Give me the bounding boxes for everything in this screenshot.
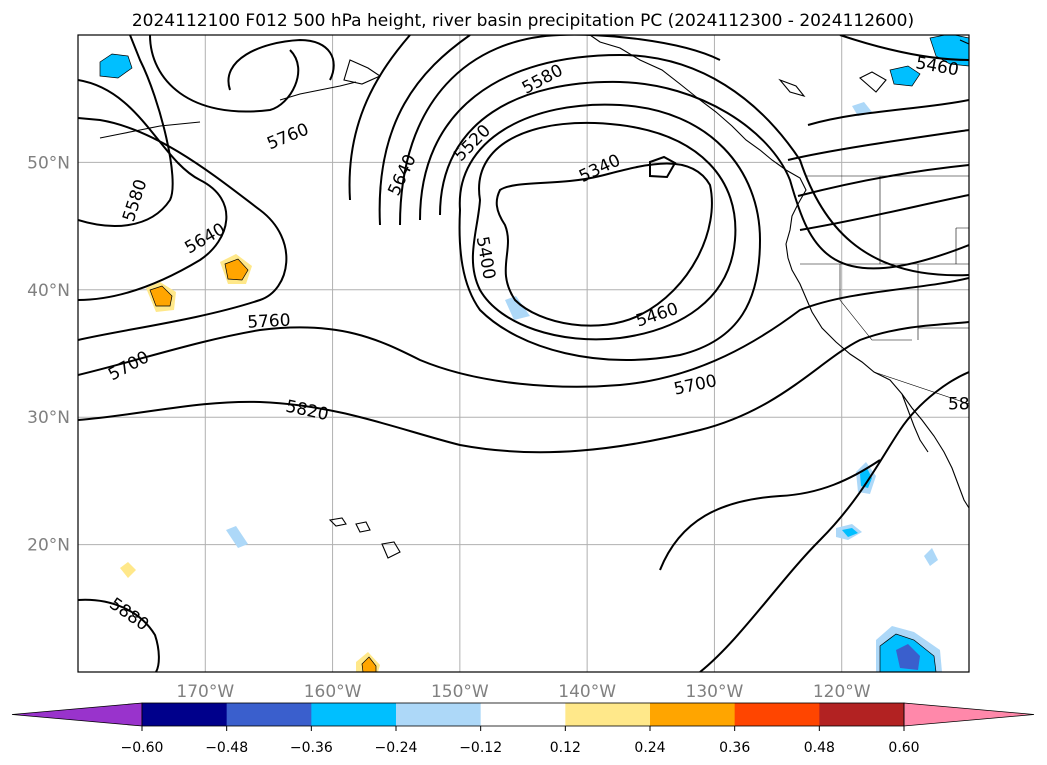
contour-line (149, 35, 300, 113)
contour-line (78, 321, 969, 454)
colorbar-tick-label: −0.24 (375, 740, 418, 756)
contour-line (799, 194, 969, 231)
colorbar-tick-label: −0.48 (205, 740, 248, 756)
map-frame (77, 34, 970, 673)
contour-line (439, 80, 969, 270)
latitude-tick-labels: 50°N 40°N 30°N 20°N (27, 153, 70, 555)
colorbar-tick-label: −0.36 (290, 740, 333, 756)
colorbar-bin (734, 703, 820, 726)
contour-line (348, 35, 411, 201)
lon-tick-label: 170°W (176, 682, 234, 702)
colorbar-tick-label: 0.12 (550, 740, 581, 756)
colorbar-bin (226, 703, 312, 726)
contour-label: 5760 (264, 120, 312, 155)
colorbar-bin (650, 703, 736, 726)
colorbar-frame (141, 702, 905, 727)
precip-patch (505, 296, 530, 320)
contour-label: 5700 (105, 347, 153, 385)
contour-label: 5760 (247, 311, 291, 333)
contour-line (787, 129, 969, 161)
contour-label: 5700 (672, 371, 718, 400)
coastlines (99, 35, 969, 559)
precip-patch (226, 526, 248, 548)
contour-line (471, 121, 737, 341)
lat-tick-label: 20°N (27, 536, 70, 556)
contour-label: 5880 (105, 594, 152, 635)
contour-label: 5640 (384, 151, 420, 199)
contour-line (495, 162, 713, 327)
precip-patch (842, 528, 858, 537)
colorbar-extend-low (11, 702, 143, 727)
lon-tick-label: 120°W (813, 682, 871, 702)
contour-line (399, 35, 721, 226)
lon-tick-label: 140°W (558, 682, 616, 702)
contour-label: 5460 (633, 299, 680, 331)
height-contours (78, 35, 969, 672)
precip-patch (929, 35, 969, 67)
colorbar-tick-label: 0.24 (634, 740, 665, 756)
colorbar-tick-label: 0.36 (719, 740, 750, 756)
contour-line (797, 164, 969, 197)
precip-patch (120, 562, 136, 578)
colorbar-bin (819, 703, 905, 726)
contour-line (699, 371, 969, 672)
contour-line (78, 117, 288, 341)
colorbar-extend-high (903, 702, 1035, 727)
contour-line (419, 53, 969, 277)
contour-line (839, 35, 969, 61)
colorbar-bin (396, 703, 482, 726)
precip-patch (896, 644, 920, 670)
lon-tick-label: 150°W (431, 682, 489, 702)
lon-tick-label: 160°W (304, 682, 362, 702)
contour-label: 58 (948, 394, 970, 414)
gridlines (78, 35, 969, 672)
contour-line (78, 598, 160, 672)
contour-line (78, 277, 969, 388)
precip-patch (924, 548, 938, 566)
precip-patch (99, 53, 133, 79)
contour-label: 5820 (284, 397, 330, 426)
chart-title: 2024112100 F012 500 hPa height, river ba… (132, 11, 914, 31)
longitude-tick-labels: 170°W 160°W 150°W 140°W 130°W 120°W (176, 682, 870, 702)
contour-label: 5340 (576, 151, 624, 187)
contour-line (458, 103, 762, 361)
lat-tick-label: 30°N (27, 408, 70, 428)
lat-tick-label: 40°N (27, 281, 70, 301)
colorbar-bin (311, 703, 397, 726)
lat-tick-label: 50°N (27, 153, 70, 173)
colorbar-bin (480, 703, 566, 726)
precip-patch (889, 65, 921, 87)
colorbar-bin (142, 703, 228, 726)
contour-line (807, 99, 969, 126)
precip-patch (361, 656, 377, 672)
colorbar-tick-label: 0.48 (804, 740, 835, 756)
contour-label: 5580 (519, 61, 567, 99)
contour-line (78, 79, 228, 301)
colorbar-tick-label: −0.12 (459, 740, 502, 756)
precip-patch (149, 285, 173, 307)
colorbar-tick-label: −0.60 (121, 740, 164, 756)
colorbar-bin (565, 703, 651, 726)
precip-patch (860, 468, 872, 488)
contour-line (78, 35, 174, 227)
contour-label: 5580 (119, 177, 151, 224)
colorbar-tick-label: 0.60 (888, 740, 919, 756)
lon-tick-label: 130°W (686, 682, 744, 702)
contour-line (659, 459, 881, 571)
contour-line (378, 35, 471, 226)
contour-label: 5400 (472, 235, 499, 281)
contour-line (649, 155, 677, 179)
colorbar: −0.60 −0.48 −0.36 −0.24 −0.12 0.12 0.24 0.36 0.4… (11, 702, 1035, 756)
precip-patch (224, 258, 249, 281)
precip-shading (99, 35, 969, 672)
contour-line (227, 38, 335, 91)
